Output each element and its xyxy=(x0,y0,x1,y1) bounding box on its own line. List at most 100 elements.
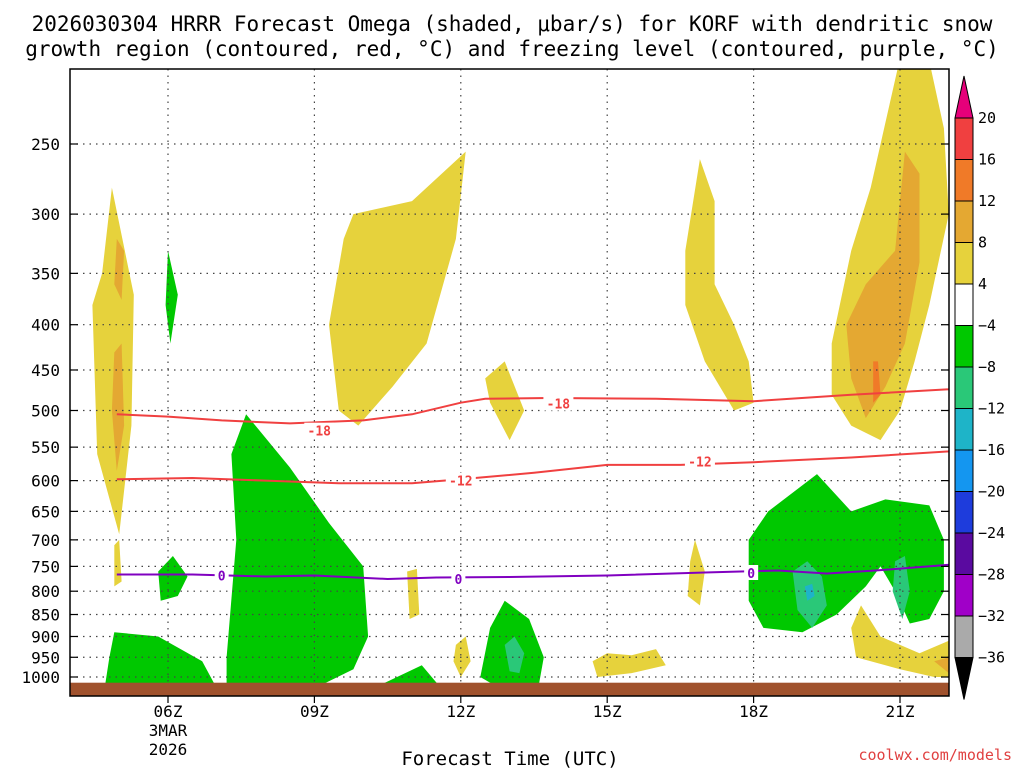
grid xyxy=(70,69,949,696)
contour-label-0C-1: 0 xyxy=(454,573,462,588)
colorbar-swatch-6 xyxy=(954,325,974,368)
omega-region-yellow-upper-17z xyxy=(685,159,754,411)
x-date-label-year: 2026 xyxy=(149,740,188,759)
colorbar-top-arrow xyxy=(954,75,974,119)
y-tick-label-950: 950 xyxy=(31,648,60,667)
colorbar-label-11: −28 xyxy=(978,566,1005,584)
colorbar-label-0: 20 xyxy=(978,109,996,127)
y-tick-label-350: 350 xyxy=(31,264,60,283)
colorbar-swatch-3 xyxy=(954,200,974,243)
colorbar-label-12: −32 xyxy=(978,607,1005,625)
colorbar-swatch-10 xyxy=(954,491,974,534)
contour-label-bg xyxy=(744,564,759,580)
omega-region-orange-low-22z xyxy=(934,657,949,674)
y-tick-label-550: 550 xyxy=(31,438,60,457)
chart-title-line1: 2026030304 HRRR Forecast Omega (shaded, … xyxy=(32,12,993,36)
x-tick-label-18Z: 18Z xyxy=(739,702,768,721)
colorbar-label-8: −16 xyxy=(978,441,1005,459)
contour-0C xyxy=(116,563,949,581)
colorbar-label-5: −4 xyxy=(978,317,996,335)
y-tick-label-1000: 1000 xyxy=(21,668,60,687)
colorbar-swatch-5 xyxy=(954,283,974,326)
contour-label-bg xyxy=(543,395,574,411)
contour-label-bg xyxy=(684,453,715,469)
plot-frame xyxy=(69,68,950,697)
contour-label-0C-2: 0 xyxy=(747,567,755,582)
contour-label--18C-1: -18 xyxy=(547,398,571,413)
chart-title-line2: growth region (contoured, red, °C) and f… xyxy=(25,37,999,61)
y-tick-label-600: 600 xyxy=(31,472,60,491)
omega-region-cyan-right-19z xyxy=(804,583,815,601)
contour-label--12C-0: -12 xyxy=(449,475,472,490)
y-tick-label-400: 400 xyxy=(31,316,60,335)
contour-label-0C-0: 0 xyxy=(218,570,226,585)
omega-region-orange-col-05z-upper xyxy=(114,238,125,300)
contours: -18 -18 -12 -12 0 0 0 xyxy=(116,388,949,588)
y-tick-label-450: 450 xyxy=(31,361,60,380)
y-tick-label-700: 700 xyxy=(31,531,60,550)
omega-region-green-low-05z xyxy=(104,632,217,689)
y-tick-label-500: 500 xyxy=(31,402,60,421)
colorbar-label-9: −20 xyxy=(978,483,1005,501)
colorbar-swatch-9 xyxy=(954,449,974,492)
colorbar-swatch-7 xyxy=(954,366,974,409)
x-axis-title: Forecast Time (UTC) xyxy=(401,748,618,768)
x-tick-label-09Z: 09Z xyxy=(300,702,329,721)
contour-label--18C-0: -18 xyxy=(308,425,332,440)
terrain-bar xyxy=(70,682,949,696)
contour-label-bg xyxy=(214,567,229,583)
contour-label-bg xyxy=(451,570,466,586)
omega-region-green-tower-08z xyxy=(226,414,369,689)
omega-region-yellow-low-22z xyxy=(851,605,949,677)
colorbar-swatch-1 xyxy=(954,117,974,160)
y-tick-label-650: 650 xyxy=(31,502,60,521)
contour-label-bg xyxy=(445,472,476,488)
colorbar-swatch-12 xyxy=(954,574,974,617)
y-tick-label-900: 900 xyxy=(31,627,60,646)
contour-label--12C-1: -12 xyxy=(688,456,711,471)
colorbar-label-7: −12 xyxy=(978,400,1005,418)
colorbar: 20 16 12 8 4 −4 −8 −12 −16 −20 −24 −28 −32 −36 xyxy=(954,75,1005,700)
x-axis: 06Z 09Z 12Z 15Z 18Z 21Z xyxy=(154,696,915,721)
y-tick-label-850: 850 xyxy=(31,606,60,625)
colorbar-label-1: 16 xyxy=(978,151,996,169)
contour--12C xyxy=(116,450,949,485)
colorbar-swatch-2 xyxy=(954,159,974,202)
omega-region-orange-upper-21z xyxy=(846,151,920,419)
omega-fills xyxy=(92,69,949,689)
y-tick-label-800: 800 xyxy=(31,582,60,601)
omega-region-teal-blob-13z xyxy=(504,636,525,674)
colorbar-label-2: 12 xyxy=(978,192,996,210)
colorbar-swatch-4 xyxy=(954,242,974,285)
x-tick-label-12Z: 12Z xyxy=(446,702,475,721)
y-axis: 250 300 350 400 450 500 550 600 650 700 750 800 850 9… xyxy=(21,135,949,687)
x-tick-label-21Z: 21Z xyxy=(886,702,915,721)
colorbar-swatch-11 xyxy=(954,532,974,575)
contour--18C xyxy=(116,388,949,425)
omega-region-orange-col-05z-lower xyxy=(111,343,125,471)
x-tick-label-15Z: 15Z xyxy=(593,702,622,721)
x-date-label-month: 3MAR xyxy=(149,721,188,740)
omega-region-yellow-blob-13z-450 xyxy=(485,361,525,441)
omega-region-yellow-low-15z xyxy=(592,649,666,677)
colorbar-label-4: 4 xyxy=(978,275,987,293)
colorbar-label-10: −24 xyxy=(978,524,1005,542)
colorbar-swatch-13 xyxy=(954,615,974,658)
y-tick-label-750: 750 xyxy=(31,557,60,576)
colorbar-bottom-arrow xyxy=(954,657,974,700)
colorbar-swatch-8 xyxy=(954,408,974,451)
omega-region-yellow-small-11z-780 xyxy=(407,568,420,619)
colorbar-label-6: −8 xyxy=(978,358,996,376)
y-tick-label-300: 300 xyxy=(31,205,60,224)
omega-region-yellow-small-12z-940 xyxy=(453,636,471,677)
colorbar-label-3: 8 xyxy=(978,234,987,252)
colorbar-label-13: −36 xyxy=(978,649,1005,667)
credit-text: coolwx.com/models xyxy=(858,746,1012,764)
x-tick-label-06Z: 06Z xyxy=(154,702,183,721)
omega-region-yellow-mid-upper xyxy=(329,151,466,426)
contour-label-bg xyxy=(304,422,335,438)
y-tick-label-250: 250 xyxy=(31,135,60,154)
omega-region-teal-right-21z xyxy=(892,556,910,619)
omega-region-green-small-11z xyxy=(373,665,442,689)
